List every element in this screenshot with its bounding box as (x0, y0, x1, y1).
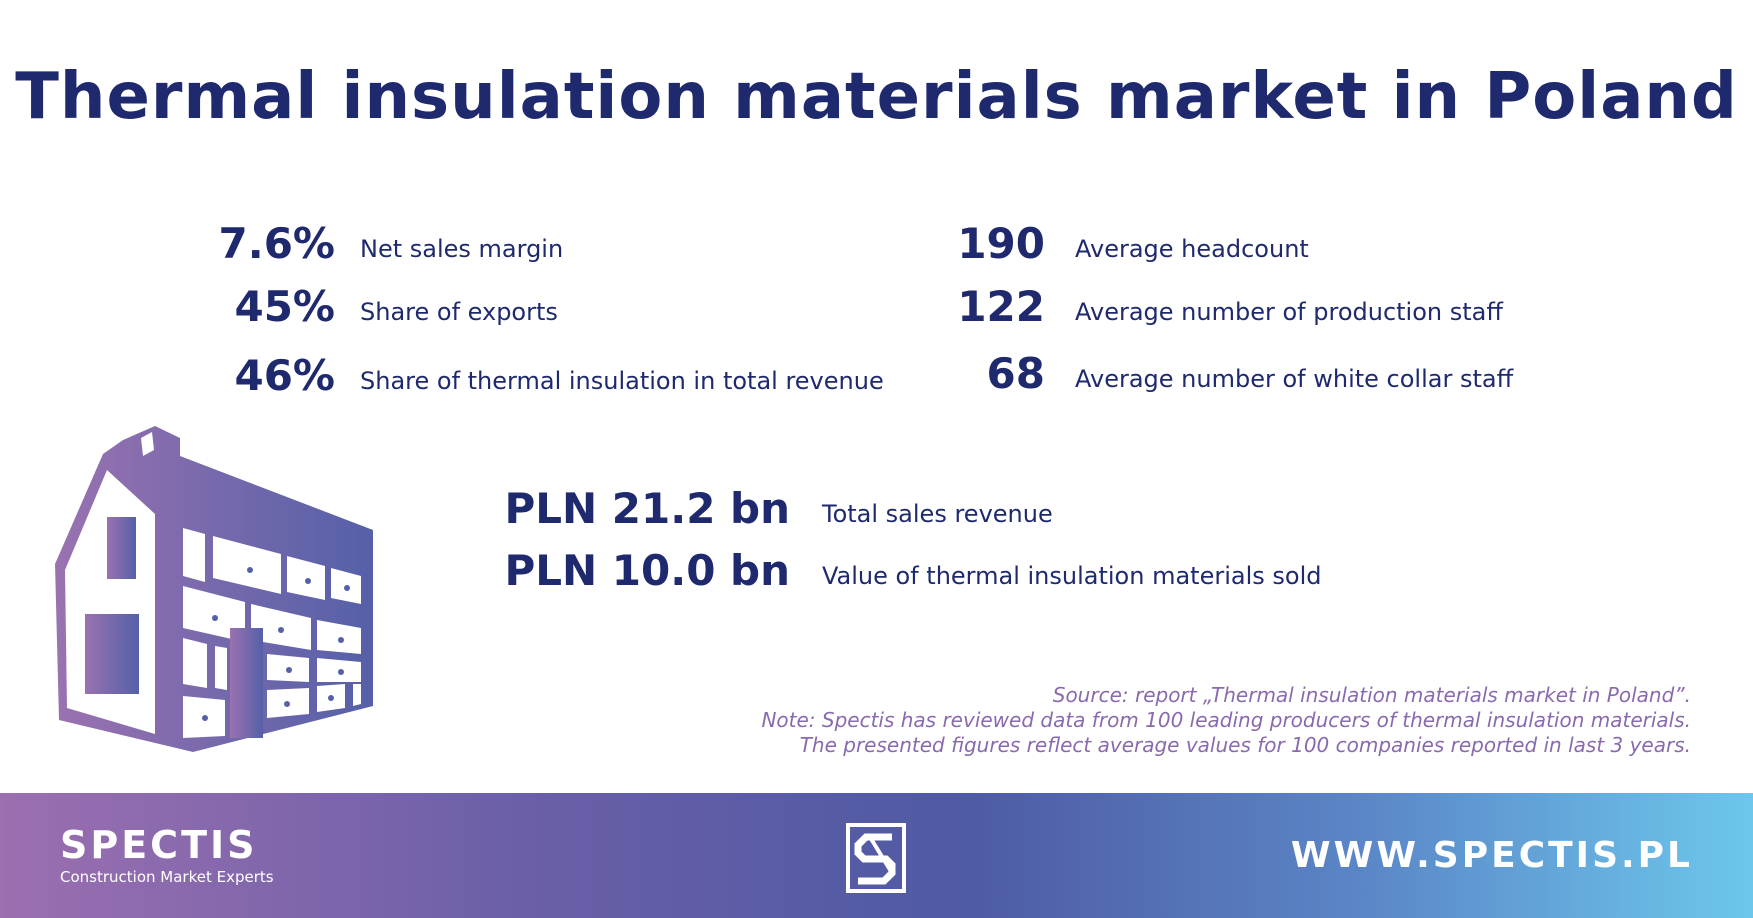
brand-tagline: Construction Market Experts (60, 868, 274, 886)
stat-label: Average headcount (1075, 235, 1309, 263)
stat-label: Average number of production staff (1075, 298, 1503, 326)
source-line: Source: report „Thermal insulation mater… (1052, 683, 1691, 707)
stat-label: Average number of white collar staff (1075, 365, 1514, 393)
stat-label: Net sales margin (360, 235, 564, 263)
insulated-house-icon (55, 426, 373, 752)
stat-total-sales-revenue: PLN 21.2 bn Total sales revenue (504, 481, 1052, 537)
stat-white-collar-staff: 68 Average number of white collar staff (880, 346, 1514, 402)
website-link[interactable]: WWW.SPECTIS.PL (1290, 835, 1693, 876)
stat-value: 190 (957, 219, 1045, 268)
stat-label: Share of thermal insulation in total rev… (360, 367, 884, 395)
footer-banner: SPECTIS Construction Market Experts WWW.… (0, 793, 1753, 918)
stat-value: 45% (234, 282, 335, 331)
stat-share-of-exports: 45% Share of exports (130, 279, 557, 335)
stat-value: 7.6% (218, 219, 335, 268)
brand-logo[interactable]: SPECTIS Construction Market Experts (60, 825, 274, 887)
page-title: Thermal insulation materials market in P… (15, 60, 1738, 134)
stat-value: 122 (957, 282, 1045, 331)
stat-label: Total sales revenue (822, 500, 1053, 528)
source-note: Source: report „Thermal insulation mater… (761, 683, 1691, 758)
stat-share-of-insulation: 46% Share of thermal insulation in total… (130, 348, 883, 404)
stat-value: 46% (234, 351, 335, 400)
stat-insulation-value-sold: PLN 10.0 bn Value of thermal insulation … (504, 543, 1321, 599)
stat-value: PLN 21.2 bn (504, 484, 790, 533)
stat-label: Share of exports (360, 298, 558, 326)
note-line: The presented figures reflect average va… (799, 733, 1691, 757)
stat-label: Value of thermal insulation materials so… (822, 562, 1322, 590)
stat-value: 68 (986, 349, 1045, 398)
spectis-s-logo-icon[interactable] (846, 823, 906, 893)
stat-value: PLN 10.0 bn (504, 546, 790, 595)
brand-name: SPECTIS (60, 823, 258, 867)
stat-average-headcount: 190 Average headcount (880, 216, 1308, 272)
note-line: Note: Spectis has reviewed data from 100… (761, 708, 1691, 732)
stat-net-sales-margin: 7.6% Net sales margin (130, 216, 564, 272)
stat-production-staff: 122 Average number of production staff (880, 279, 1503, 335)
